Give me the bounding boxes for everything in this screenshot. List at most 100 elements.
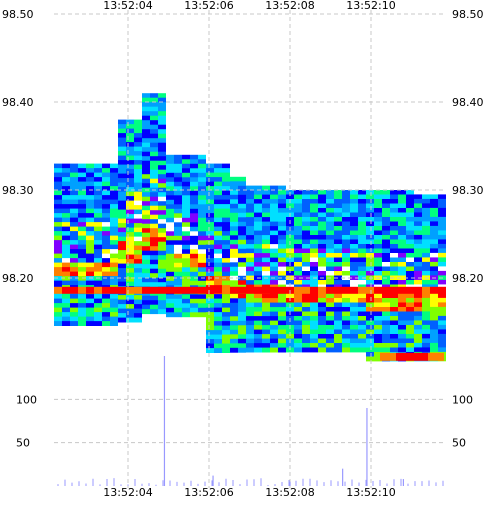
heat-cell	[70, 244, 78, 250]
heat-cell	[222, 276, 230, 281]
heat-cell	[326, 338, 334, 344]
heat-cell	[102, 298, 110, 304]
heat-cell	[174, 217, 182, 223]
heat-cell	[414, 243, 422, 249]
heat-cell	[118, 272, 126, 278]
heat-cell	[142, 250, 150, 256]
heat-cell	[398, 248, 406, 254]
heat-cell	[126, 209, 134, 215]
heat-cell	[94, 226, 102, 232]
heat-cell	[214, 226, 222, 232]
heat-cell	[326, 212, 334, 218]
heat-cell	[78, 195, 86, 200]
heat-cell	[358, 212, 366, 218]
heat-cell	[230, 266, 238, 272]
heat-cell	[158, 273, 166, 279]
heat-cell	[374, 244, 382, 249]
heat-band-cell	[118, 286, 126, 294]
heat-cell	[406, 347, 414, 353]
heat-cell	[222, 163, 230, 169]
heat-cell	[318, 325, 326, 330]
heat-cell	[70, 199, 78, 205]
heat-cell	[126, 268, 134, 273]
heat-cell	[318, 257, 326, 263]
heat-cell	[150, 93, 158, 99]
heat-cell	[302, 199, 310, 204]
heat-cell	[262, 217, 270, 222]
heat-cell	[166, 177, 174, 183]
heat-cell	[54, 307, 62, 313]
heat-cell	[278, 226, 286, 231]
heat-cell	[238, 235, 246, 241]
heat-cell	[414, 198, 422, 204]
heat-cell	[438, 266, 446, 272]
heat-cell	[358, 266, 366, 272]
heat-cell	[102, 244, 110, 250]
heat-cell	[166, 244, 174, 250]
heat-cell	[326, 253, 334, 258]
y-tick-label-right: 98.40	[452, 96, 484, 109]
heat-cell	[70, 168, 78, 173]
heat-cell	[246, 266, 254, 272]
heat-cell	[190, 271, 198, 277]
heat-cell	[414, 203, 422, 209]
heat-cell	[350, 221, 358, 227]
heat-cell	[102, 163, 110, 169]
heat-cell	[374, 316, 382, 321]
heat-cell	[238, 325, 246, 331]
heat-cell	[174, 168, 182, 174]
heat-cell	[334, 316, 342, 321]
heat-cell	[158, 268, 166, 274]
heat-cell	[222, 199, 230, 205]
heat-cell	[222, 262, 230, 268]
heat-cell	[238, 176, 246, 182]
heat-cell	[70, 235, 78, 241]
heat-cell	[262, 235, 270, 240]
heat-cell	[238, 262, 246, 268]
heat-cell	[230, 311, 238, 317]
heat-cell	[142, 210, 150, 216]
heat-cell	[430, 194, 438, 200]
heat-cell	[430, 329, 438, 335]
heat-cell	[374, 190, 382, 195]
heat-cell	[222, 235, 230, 241]
heat-cell	[118, 173, 126, 179]
heat-cell	[222, 208, 230, 214]
heat-cell	[94, 217, 102, 223]
heat-cell	[206, 267, 214, 272]
heat-cell	[382, 334, 390, 339]
heat-cell	[334, 230, 342, 236]
heat-cell	[246, 316, 254, 321]
heat-cell	[198, 276, 206, 282]
heat-cell	[102, 208, 110, 214]
heat-cell	[334, 293, 342, 299]
heat-cell	[238, 181, 246, 187]
heat-cell	[422, 261, 430, 267]
heat-cell	[54, 262, 62, 268]
heat-cell	[142, 282, 150, 288]
heat-cell	[382, 226, 390, 231]
heat-cell	[134, 178, 142, 183]
heat-cell	[182, 298, 190, 304]
heat-cell	[78, 177, 86, 182]
heat-cell	[118, 277, 126, 282]
heat-cell	[438, 297, 446, 303]
heat-cell	[190, 258, 198, 264]
heat-cell	[126, 200, 134, 206]
heat-cell	[214, 217, 222, 223]
heat-cell	[342, 199, 350, 204]
heat-cell	[102, 195, 110, 200]
heat-cell	[430, 338, 438, 344]
heat-cell	[78, 217, 86, 223]
heat-cell	[294, 275, 302, 281]
heat-cell	[270, 320, 278, 326]
heat-cell	[270, 325, 278, 330]
heat-cell	[230, 190, 238, 196]
heat-cell	[126, 299, 134, 305]
heat-cell	[438, 347, 446, 353]
heat-band-cell	[78, 286, 86, 294]
heat-cell	[102, 222, 110, 227]
heat-cell	[62, 240, 70, 245]
heat-band-cell	[302, 286, 310, 294]
heat-cell	[150, 129, 158, 135]
